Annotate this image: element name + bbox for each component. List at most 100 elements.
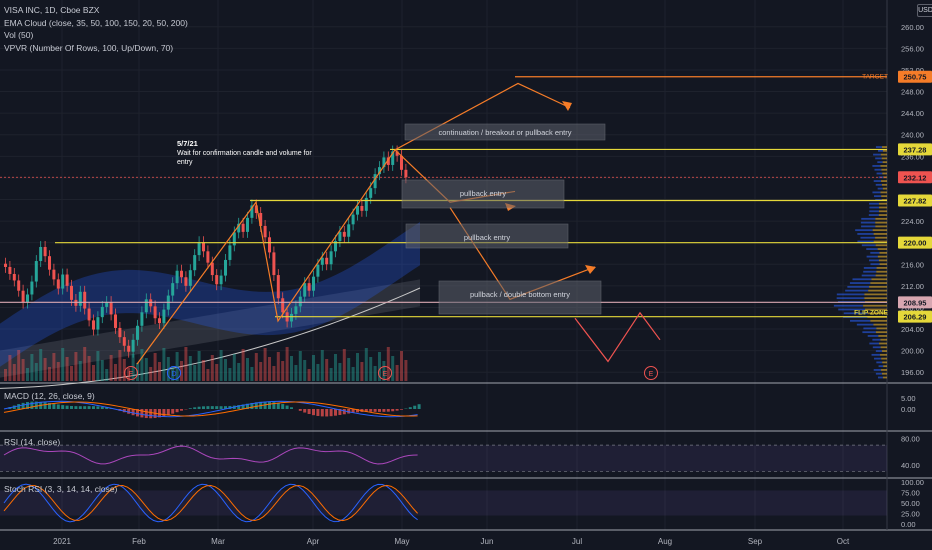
volume-bar <box>391 356 395 381</box>
vpvr-up-bar <box>875 146 883 148</box>
price-level-value: 208.95 <box>904 298 927 307</box>
vpvr-up-bar <box>869 342 880 345</box>
y-axis-tick-label: 248.00 <box>901 88 924 97</box>
macd-bar <box>413 405 417 409</box>
macd-bar <box>417 404 421 409</box>
event-marker-label: E <box>129 371 134 378</box>
vpvr-down-bar <box>879 251 887 254</box>
vpvr-down-bar <box>880 353 887 356</box>
vpvr-down-bar <box>881 180 887 182</box>
candle-body <box>259 212 263 226</box>
y-axis-tick-label: 200.00 <box>901 347 924 356</box>
price-level-tag <box>898 143 932 156</box>
macd-bar <box>215 406 219 409</box>
vpvr-up-bar <box>876 172 883 175</box>
macd-bar <box>127 409 131 414</box>
volume-bar <box>404 360 408 381</box>
vpvr-down-bar <box>867 312 887 315</box>
volume-bar <box>334 354 337 381</box>
volume-bar <box>369 357 373 381</box>
volume-bar <box>17 350 21 381</box>
vpvr-up-bar <box>874 357 882 360</box>
candle-body <box>153 306 157 319</box>
volume-bar <box>43 358 47 381</box>
indicator-vpvr[interactable]: VPVR (Number Of Rows, 100, Up/Down, 70) <box>4 42 174 53</box>
macd-bar <box>342 409 346 415</box>
event-marker <box>644 366 658 380</box>
vpvr-up-bar <box>861 225 876 228</box>
vpvr-down-bar <box>879 206 887 209</box>
macd-bar <box>56 404 60 409</box>
vpvr-up-bar <box>875 157 882 160</box>
volume-bar <box>105 369 109 381</box>
event-marker <box>378 366 392 380</box>
price-level-value: 220.00 <box>904 239 927 248</box>
vpvr-up-bar <box>876 361 883 364</box>
currency-button[interactable]: USD <box>917 4 932 17</box>
macd-bar <box>334 409 337 416</box>
candle-body <box>96 317 100 330</box>
candle-body <box>378 167 381 175</box>
macd-bar <box>356 409 359 413</box>
candle-body <box>298 296 302 307</box>
candle-body <box>303 283 307 297</box>
x-axis-tick-label: Jun <box>481 537 494 546</box>
volume-bar <box>395 365 399 381</box>
stoch-tick-label: 75.00 <box>901 489 920 498</box>
candle-body <box>382 157 386 168</box>
macd-bar <box>65 405 69 409</box>
candle-body <box>206 251 210 263</box>
candle-body <box>188 270 192 286</box>
macd-bar <box>92 406 95 409</box>
candle-body <box>369 188 373 198</box>
macd-bar <box>298 409 302 411</box>
stoch-tick-label: 50.00 <box>901 499 920 508</box>
macd-bar <box>364 409 368 412</box>
volume-bar <box>224 359 227 381</box>
x-axis-tick-label: Sep <box>748 537 763 546</box>
macd-bar <box>369 409 373 412</box>
trade-zone-label: pullback entry <box>464 233 511 242</box>
candle-body <box>342 231 346 237</box>
vpvr-down-bar <box>881 195 887 198</box>
macd-title[interactable]: MACD (12, 26, close, 9) <box>4 391 95 401</box>
trade-zone-box <box>404 123 606 141</box>
note-date: 5/7/21 <box>177 139 198 148</box>
macd-bar <box>21 402 25 409</box>
vpvr-up-bar <box>863 267 877 269</box>
vpvr-up-bar <box>873 369 882 371</box>
vpvr-down-bar <box>881 369 887 371</box>
candle-body <box>237 223 241 233</box>
vpvr-down-bar <box>875 274 887 277</box>
candle-body <box>140 312 144 326</box>
macd-bar <box>78 406 82 409</box>
macd-bar <box>408 407 412 409</box>
indicator-ema-cloud[interactable]: EMA Cloud (close, 35, 50, 100, 150, 20, … <box>4 17 188 28</box>
vpvr-down-bar <box>880 338 887 341</box>
macd-bar <box>290 407 293 409</box>
vpvr-down-bar <box>878 214 887 216</box>
stoch-band <box>0 490 887 516</box>
candle-body <box>338 231 342 242</box>
candle-body <box>395 151 399 156</box>
vpvr-down-bar <box>880 191 887 194</box>
rsi-title[interactable]: RSI (14, close) <box>4 437 61 447</box>
candle-body <box>118 327 122 338</box>
trend-zigzag <box>136 82 571 365</box>
y-axis-tick-label: 244.00 <box>901 109 924 118</box>
x-axis-tick-label: Mar <box>211 537 225 546</box>
stoch-rsi-title[interactable]: Stoch RSI (3, 3, 14, 14, close) <box>4 484 118 494</box>
volume-bar <box>122 359 126 381</box>
vpvr-down-bar <box>880 346 887 349</box>
macd-bar <box>400 409 403 410</box>
candle-body <box>312 276 315 291</box>
candle-body <box>105 302 109 307</box>
vpvr-up-bar <box>875 183 882 186</box>
volume-bar <box>202 360 205 381</box>
indicator-volume[interactable]: Vol (50) <box>4 30 34 41</box>
vpvr-up-bar <box>873 153 881 156</box>
vpvr-down-bar <box>881 350 887 352</box>
candle-body <box>202 242 205 252</box>
price-level-tag <box>898 310 932 323</box>
